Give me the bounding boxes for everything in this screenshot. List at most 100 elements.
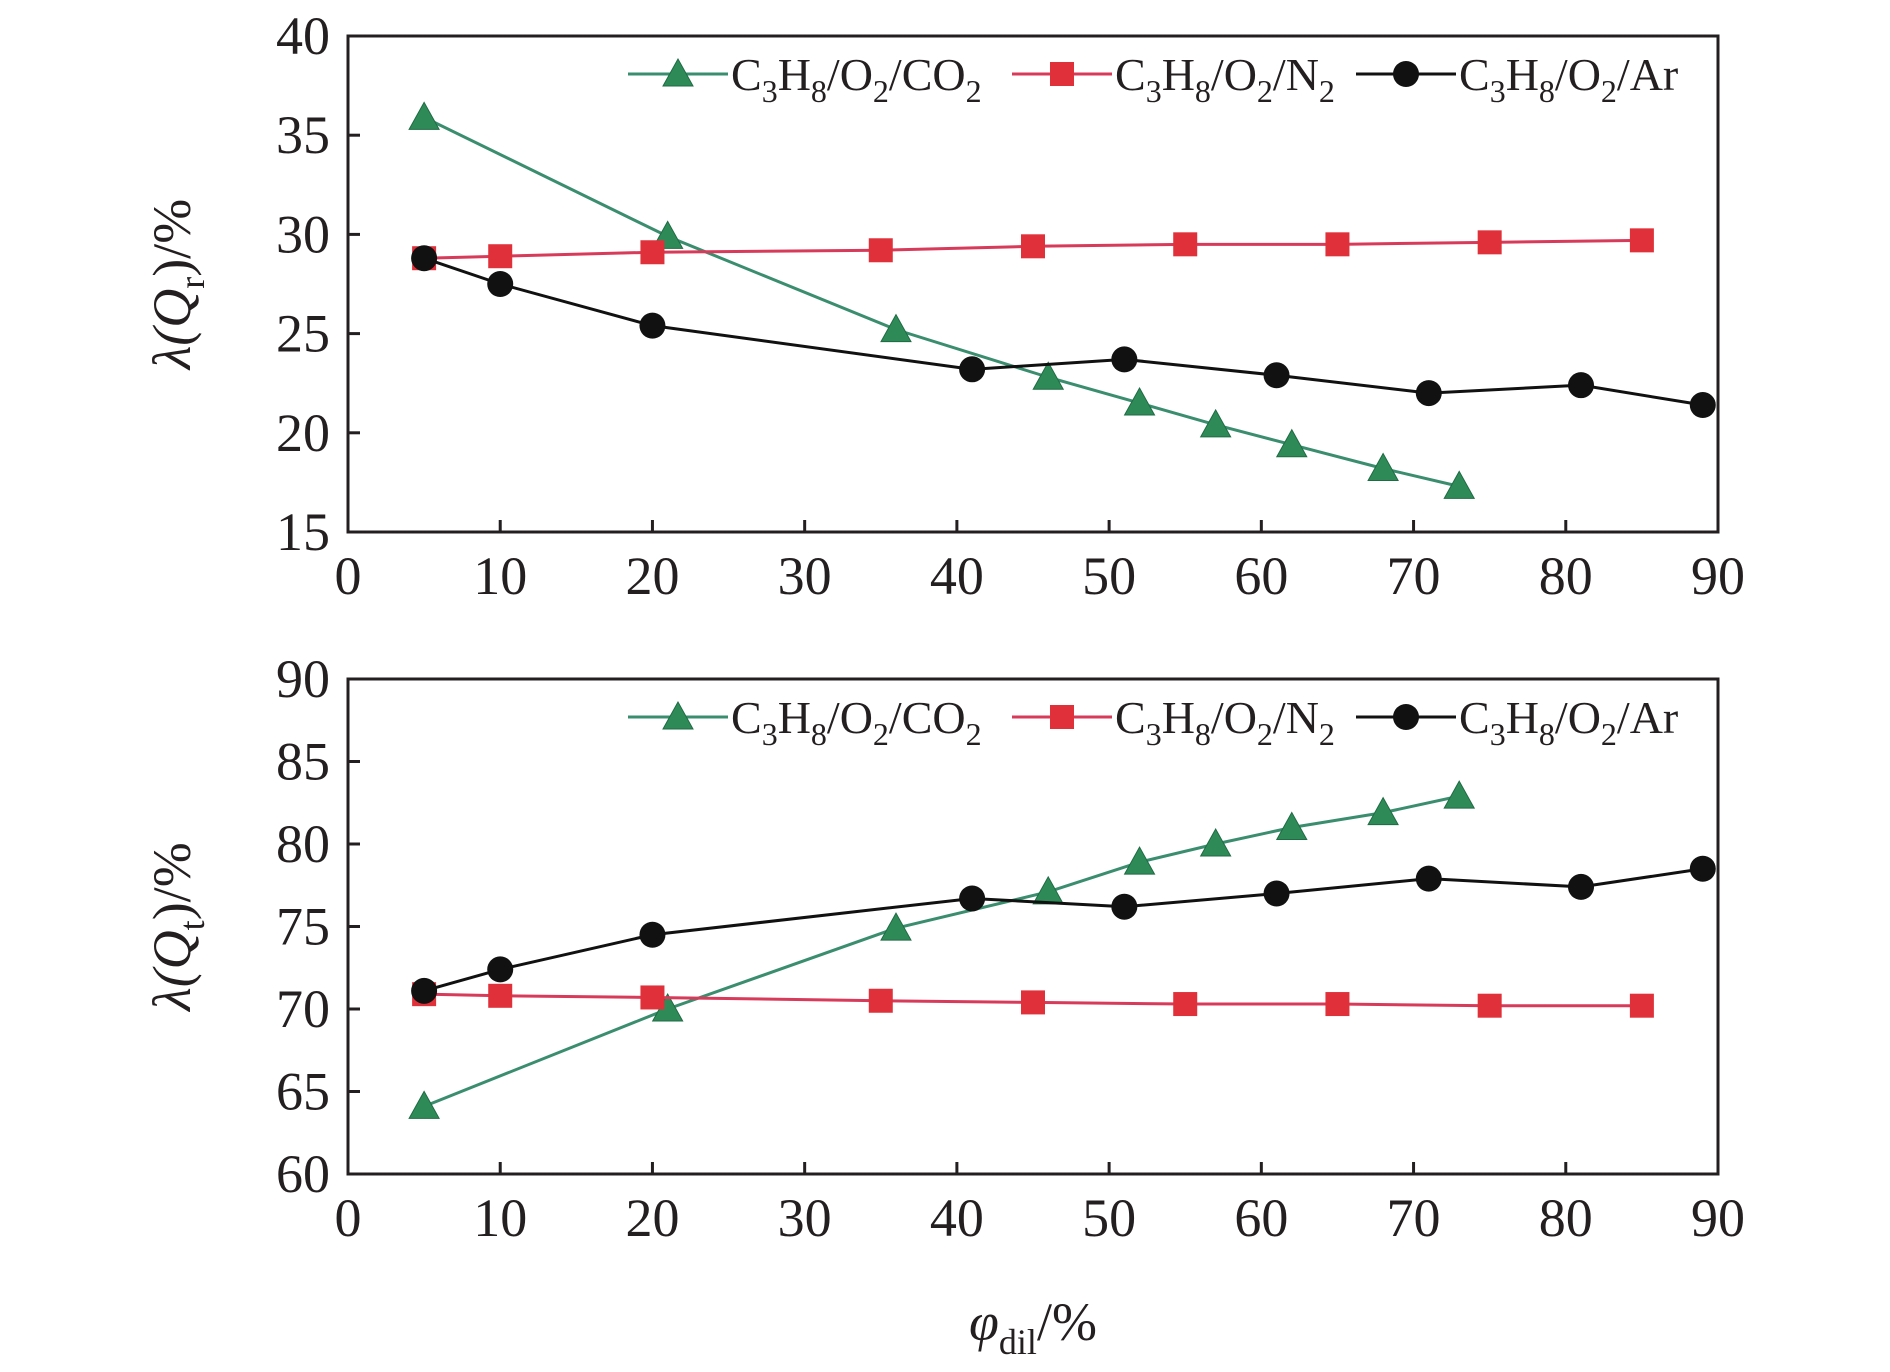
x-axis-label: φdil/% — [969, 1292, 1097, 1362]
y-axis-label: λ(Qt)/% — [142, 842, 212, 1012]
x-tick-label: 80 — [1539, 1188, 1593, 1248]
legend-marker — [1393, 61, 1419, 87]
data-point — [1325, 992, 1350, 1017]
x-tick-label: 60 — [1234, 1188, 1288, 1248]
x-tick-label: 30 — [778, 1188, 832, 1248]
legend-label-part: 2 — [966, 716, 982, 752]
data-point — [1275, 811, 1308, 840]
y-axis-label-q: Q — [142, 289, 202, 328]
x-tick-label: 90 — [1691, 546, 1745, 606]
legend-label-part: 2 — [1257, 73, 1273, 109]
y-axis-label-sub: r — [172, 277, 212, 289]
legend-marker — [1050, 705, 1074, 729]
legend-label-part: /CO — [889, 49, 966, 100]
data-point — [959, 885, 986, 912]
chart-panel-bottom: 0 10 20 30 40 50 60 70 80 90 60 65 70 75 80 85 90 λ(Qt)/%… — [142, 649, 1745, 1362]
legend-label-part: 3 — [1146, 73, 1162, 109]
data-point — [1199, 827, 1232, 857]
legend-item: C3H8/O2/CO2 — [628, 692, 982, 752]
data-point — [868, 988, 893, 1013]
data-point — [1021, 234, 1045, 259]
legend-label: C3H8/O2/Ar — [1459, 49, 1678, 109]
legend-label-part: 2 — [1319, 73, 1335, 109]
data-point — [488, 244, 513, 269]
x-tick-label: 0 — [335, 546, 362, 606]
legend-label-part: /O — [827, 692, 873, 743]
legend-label-part: C — [1115, 692, 1146, 743]
y-tick-label: 85 — [276, 732, 330, 792]
legend-item: C3H8/O2/Ar — [1356, 49, 1678, 109]
series-triangle — [408, 101, 1476, 499]
data-point — [487, 956, 514, 983]
legend-label-part: C — [1459, 49, 1490, 100]
legend-label-part: /Ar — [1617, 692, 1678, 743]
x-tick-label: 50 — [1082, 1188, 1136, 1248]
data-point — [408, 1090, 440, 1119]
data-point — [1275, 428, 1308, 458]
data-point — [488, 983, 513, 1008]
data-point — [1199, 408, 1232, 438]
legend-label: C3H8/O2/N2 — [1115, 692, 1335, 752]
data-point — [1123, 387, 1156, 416]
legend-label-part: 3 — [1490, 716, 1506, 752]
legend-label-part: C — [1459, 692, 1490, 743]
legend-marker — [662, 57, 694, 87]
x-tick-label: 80 — [1539, 546, 1593, 606]
legend-label-part: 8 — [1195, 716, 1211, 752]
x-tick-label: 40 — [930, 546, 984, 606]
data-point — [1629, 993, 1654, 1018]
x-tick-label: 60 — [1234, 546, 1288, 606]
data-point — [1111, 346, 1138, 373]
legend-label-part: /O — [1211, 49, 1257, 100]
legend-label: C3H8/O2/CO2 — [731, 692, 982, 752]
data-point — [639, 312, 666, 339]
legend: C3H8/O2/CO2 C3H8/O2/N2 C3H8/O2/Ar — [628, 692, 1678, 752]
data-point — [487, 271, 514, 297]
series-triangle — [408, 780, 1476, 1119]
x-tick-label: 10 — [473, 546, 527, 606]
chart-panel-top: 0 10 20 30 40 50 60 70 80 90152025303540λ(Qr)/%C3… — [142, 6, 1745, 606]
data-point — [1443, 470, 1476, 499]
legend-label-part: 3 — [1146, 716, 1162, 752]
y-tick-label: 35 — [276, 105, 330, 165]
data-point — [1629, 228, 1654, 253]
legend-label-part: 3 — [762, 73, 778, 109]
data-point — [880, 313, 912, 343]
legend-label-part: C — [731, 692, 762, 743]
legend-label-part: 2 — [1319, 716, 1335, 752]
data-point — [1111, 893, 1138, 920]
legend-label-part: C — [1115, 49, 1146, 100]
legend-label-part: H — [778, 692, 811, 743]
legend-label-part: /CO — [889, 692, 966, 743]
data-point — [1173, 232, 1198, 257]
legend-label-part: H — [1506, 692, 1539, 743]
legend-marker — [1393, 704, 1419, 730]
legend-label-part: H — [778, 49, 811, 100]
plot-frame — [346, 34, 1720, 534]
x-tick-label: 30 — [778, 546, 832, 606]
data-point — [1568, 372, 1594, 399]
data-point — [1032, 361, 1065, 390]
data-point — [411, 245, 438, 272]
y-tick-label: 75 — [276, 897, 330, 957]
legend: C3H8/O2/CO2 C3H8/O2/N2 C3H8/O2/Ar — [628, 49, 1678, 109]
legend-label-part: /N — [1273, 49, 1319, 100]
legend-label-part: 2 — [873, 73, 889, 109]
data-point — [1415, 380, 1442, 407]
series-circle — [411, 245, 1716, 419]
legend-label: C3H8/O2/Ar — [1459, 692, 1678, 752]
series-circle — [411, 855, 1716, 1004]
x-tick-label: 70 — [1387, 1188, 1441, 1248]
x-tick-label: 0 — [335, 1188, 362, 1248]
series-square — [412, 228, 1654, 271]
legend-label-part: 8 — [811, 73, 827, 109]
data-point — [959, 356, 986, 383]
x-tick-label: 70 — [1387, 546, 1441, 606]
x-tick-label: 40 — [930, 1188, 984, 1248]
x-tick-label: 90 — [1691, 1188, 1745, 1248]
legend-label-part: H — [1162, 49, 1195, 100]
data-point — [639, 921, 666, 948]
legend-label-part: /O — [1555, 49, 1601, 100]
legend-label-part: 2 — [1601, 73, 1617, 109]
